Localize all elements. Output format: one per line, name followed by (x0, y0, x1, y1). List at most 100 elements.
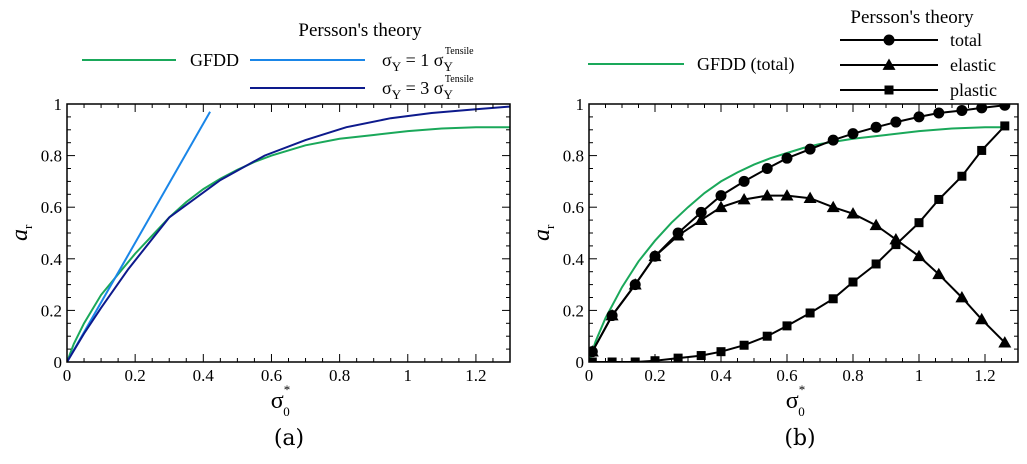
data-point-triangle (694, 213, 708, 225)
y-tick-label: 0.4 (563, 250, 585, 269)
data-point-square (739, 340, 749, 350)
y-axis-label: ar (7, 224, 35, 241)
legend-entry-label: elastic (950, 55, 996, 75)
x-axis-label-sub: 0 (798, 404, 805, 419)
data-point-triangle (760, 189, 774, 201)
series-line-plain-2 (67, 105, 510, 362)
x-tick-label: 1.2 (465, 366, 486, 385)
data-point-triangle (932, 267, 946, 280)
data-point-circle (870, 121, 882, 133)
chart-b: 0 0.2 0.4 0.6 0.8 1 1.2 0 0.2 0.4 0.6 0.8 1 σ* 0 ar (b) P… (529, 7, 1019, 451)
data-point-square (696, 351, 706, 361)
legend-entry-label: plastic (950, 80, 997, 100)
data-point-triangle (648, 249, 662, 262)
data-point-triangle (869, 218, 883, 231)
legend-sup: Tensile (445, 74, 474, 85)
legend-entry-label: GFDD (total) (697, 54, 795, 75)
x-tick-label: 0.2 (644, 366, 665, 385)
x-tick-label: 1 (404, 366, 413, 385)
legend-mid: = 1 σ (401, 50, 444, 70)
x-axis-label-main: σ (271, 388, 284, 414)
data-point-triangle (714, 200, 728, 213)
data-point-circle (781, 152, 793, 164)
y-tick-label: 0.8 (41, 147, 62, 166)
series-line-square-3 (592, 125, 1006, 362)
data-point-square (589, 357, 597, 362)
x-tick-label: 0.6 (776, 366, 797, 385)
panel-caption: (a) (274, 426, 304, 451)
y-tick-label: 1 (54, 95, 63, 114)
x-tick-label: 0 (63, 366, 72, 385)
y-axis-label-main: a (7, 229, 33, 241)
x-axis-label-sub: 0 (283, 404, 290, 419)
data-point-circle (913, 111, 925, 123)
legend-sub: Y (392, 59, 402, 74)
data-point-square (782, 321, 792, 331)
legend-title: Persson's theory (850, 7, 974, 28)
data-point-triangle (803, 191, 817, 204)
data-point-triangle (912, 249, 926, 262)
x-axis-label: σ* 0 (271, 382, 290, 419)
data-point-square (828, 294, 838, 304)
y-axis-label: ar (529, 224, 557, 241)
y-tick-label: 1 (576, 95, 585, 114)
data-point-triangle (780, 189, 794, 201)
data-point-circle (738, 175, 750, 187)
data-point-circle (933, 107, 945, 119)
data-point-square (762, 331, 772, 341)
legend-sub2: Y (443, 87, 453, 102)
axes-frame (66, 103, 511, 363)
legend-marker-triangle (882, 58, 896, 70)
y-tick-label: 0 (54, 353, 63, 372)
y-axis-label-sub: r (542, 224, 557, 229)
panel-caption: (b) (784, 426, 815, 451)
data-point-circle (999, 104, 1011, 111)
series-line-plain-1 (67, 111, 211, 362)
legend-sigma: σ (382, 78, 392, 98)
x-tick-label: 0 (585, 366, 594, 385)
x-axis-label-sup: * (799, 382, 806, 397)
x-tick-label: 1 (915, 366, 924, 385)
legend-entry-label: total (950, 30, 982, 50)
data-point-triangle (955, 291, 969, 303)
data-point-square (805, 308, 815, 318)
y-axis-label-sub: r (20, 224, 35, 229)
data-point-circle (976, 104, 988, 114)
legend-entry-label: σY = 3 σYTensile (382, 74, 474, 102)
data-point-circle (804, 143, 816, 155)
data-point-triangle (671, 229, 685, 241)
series-line-circle-1 (591, 104, 1005, 353)
data-point-square (957, 171, 967, 181)
data-point-circle (715, 190, 727, 202)
x-tick-label: 0.2 (125, 366, 146, 385)
legend-sub2: Y (443, 59, 453, 74)
legend-entry-label: σY = 1 σYTensile (382, 46, 474, 74)
legend-sigma: σ (382, 50, 392, 70)
x-tick-label: 0.8 (329, 366, 350, 385)
data-point-circle (761, 163, 773, 174)
x-tick-label: 0.8 (842, 366, 863, 385)
x-tick-label: 0.4 (710, 366, 732, 385)
x-axis-label: σ* 0 (786, 382, 805, 419)
data-point-triangle (998, 336, 1012, 348)
data-point-triangle (975, 312, 989, 325)
x-tick-label: 0.6 (261, 366, 282, 385)
data-point-circle (956, 104, 968, 116)
y-axis-label-main: a (529, 229, 555, 241)
legend-mid: = 3 σ (401, 78, 444, 98)
axes-frame (588, 103, 1019, 363)
y-tick-label: 0.4 (41, 250, 63, 269)
data-point-square (914, 218, 924, 228)
data-point-triangle (826, 200, 840, 213)
data-point-triangle (605, 309, 619, 321)
data-point-circle (695, 206, 707, 218)
data-point-square (848, 277, 858, 287)
data-point-triangle (589, 345, 599, 357)
data-point-square (977, 145, 987, 155)
x-tick-label: 1.2 (974, 366, 995, 385)
plot-area-b (589, 104, 1012, 362)
y-tick-label: 0.2 (41, 301, 62, 320)
series-line-none-0 (589, 126, 1002, 362)
y-tick-label: 0.2 (563, 301, 584, 320)
legend-entry-label: GFDD (190, 50, 239, 70)
